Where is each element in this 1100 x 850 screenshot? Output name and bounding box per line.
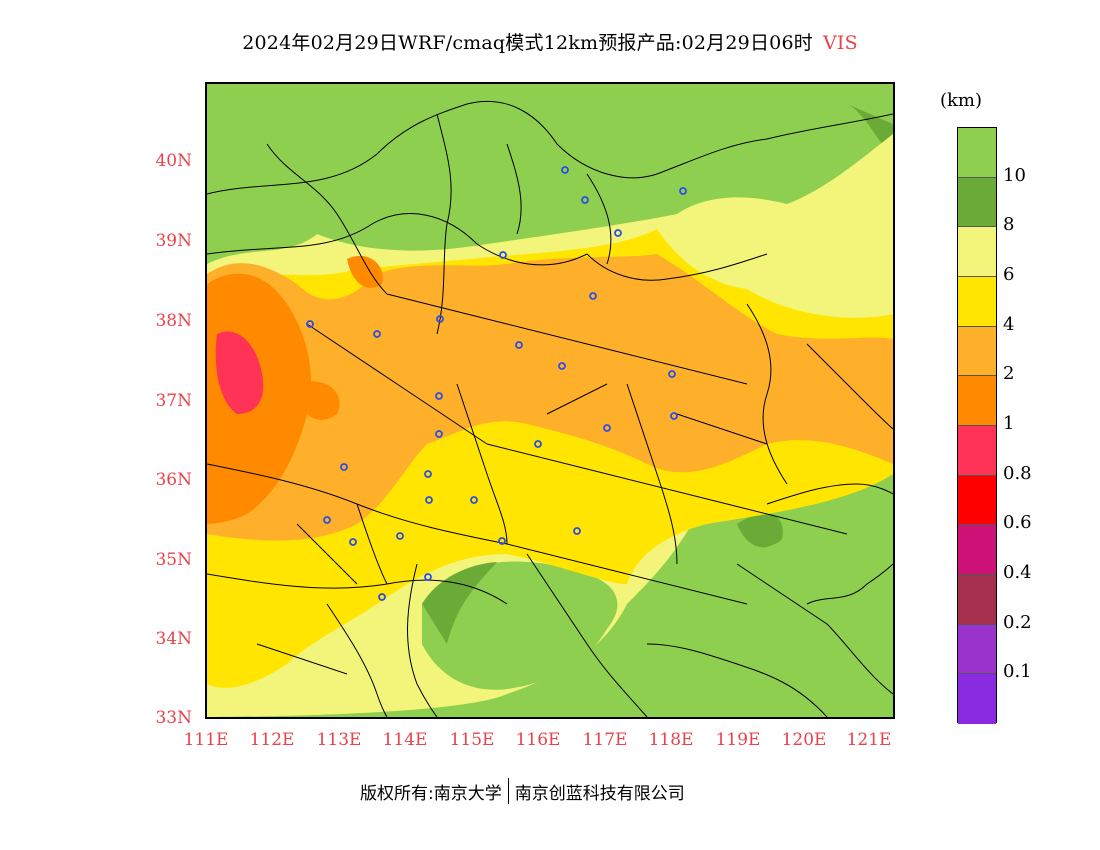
lon-label-113e: 113E: [316, 730, 362, 750]
city-marker: [670, 412, 678, 420]
city-marker: [679, 187, 687, 195]
green-south-centre: [422, 561, 618, 690]
city-marker: [515, 341, 523, 349]
city-marker: [589, 292, 597, 300]
legend-swatch: [958, 525, 996, 575]
lat-label-35n: 35N: [155, 550, 192, 570]
city-marker: [534, 440, 542, 448]
footer-separator: [507, 778, 509, 804]
lat-label-36n: 36N: [155, 470, 192, 490]
city-marker: [373, 330, 381, 338]
city-marker: [436, 315, 444, 323]
legend-swatch: [958, 276, 996, 327]
lon-label-116e: 116E: [515, 730, 561, 750]
city-marker: [435, 392, 443, 400]
dark-green-south-centre: [422, 562, 497, 644]
dark-orange-north: [347, 255, 383, 288]
lon-label-114e: 114E: [382, 730, 428, 750]
city-marker: [424, 573, 432, 581]
legend-swatch: [958, 128, 996, 178]
lon-label-119e: 119E: [715, 730, 761, 750]
lat-label-34n: 34N: [155, 629, 192, 649]
lon-label-111e: 111E: [183, 730, 229, 750]
copyright-text: 版权所有:南京大学: [360, 783, 502, 804]
legend-swatch: [958, 674, 996, 724]
company-text: 南京创蓝科技有限公司: [514, 783, 685, 804]
city-markers: [306, 166, 687, 601]
legend-level-label: 4: [1003, 313, 1015, 335]
legend-swatch: [958, 425, 996, 476]
lat-label-38n: 38N: [155, 311, 192, 331]
city-marker: [425, 496, 433, 504]
legend-level-label: 8: [1003, 214, 1015, 236]
visibility-map: [207, 84, 893, 717]
legend-swatch: [958, 376, 996, 426]
lat-label-37n: 37N: [155, 391, 192, 411]
legend-level-label: 10: [1003, 164, 1026, 186]
city-marker: [424, 470, 432, 478]
lat-label-33n: 33N: [155, 708, 192, 728]
city-marker: [558, 362, 566, 370]
lon-label-118e: 118E: [648, 730, 694, 750]
legend-swatch: [958, 624, 996, 675]
city-marker: [498, 537, 506, 545]
lat-label-40n: 40N: [155, 151, 192, 171]
title-text: 2024年02月29日WRF/cmaq模式12km预报产品:02月29日06时: [242, 32, 813, 54]
legend-unit: (km): [940, 90, 983, 111]
legend-swatch: [958, 574, 996, 625]
lon-label-112e: 112E: [249, 730, 295, 750]
city-marker: [378, 593, 386, 601]
city-marker: [306, 320, 314, 328]
city-marker: [573, 527, 581, 535]
lon-label-117e: 117E: [582, 730, 628, 750]
city-marker: [396, 532, 404, 540]
dark-green-se: [737, 513, 783, 548]
legend-swatch: [958, 227, 996, 277]
footer: 版权所有:南京大学 南京创蓝科技有限公司: [360, 778, 685, 804]
legend-level-label: 0.4: [1003, 562, 1032, 583]
legend-level-label: 6: [1003, 264, 1015, 285]
green-southeast: [661, 524, 893, 717]
city-marker: [470, 496, 478, 504]
map-panel: [205, 82, 895, 719]
dark-orange-patch: [297, 381, 340, 420]
legend-level-label: 2: [1003, 363, 1015, 385]
lat-label-39n: 39N: [155, 231, 192, 251]
city-marker: [323, 516, 331, 524]
city-marker: [614, 229, 622, 237]
legend-level-label: 0.8: [1003, 462, 1032, 484]
variable-label: VIS: [822, 32, 858, 54]
city-marker: [349, 538, 357, 546]
legend-swatch: [958, 475, 996, 526]
low-vis-core: [215, 331, 264, 414]
city-marker: [435, 430, 443, 438]
legend-level-label: 0.1: [1003, 661, 1032, 683]
orange-zone: [207, 254, 893, 541]
city-marker: [668, 370, 676, 378]
legend-swatch: [958, 177, 996, 228]
legend-swatch: [958, 326, 996, 377]
legend-level-label: 0.6: [1003, 512, 1032, 534]
city-marker: [603, 424, 611, 432]
legend-level-label: 1: [1003, 413, 1015, 434]
lon-label-120e: 120E: [781, 730, 827, 750]
chart-title: 2024年02月29日WRF/cmaq模式12km预报产品:02月29日06时 V…: [0, 28, 1100, 55]
lon-label-115e: 115E: [449, 730, 495, 750]
city-marker: [340, 463, 348, 471]
city-marker: [561, 166, 569, 174]
legend-colorbar: [957, 127, 997, 724]
lon-label-121e: 121E: [846, 730, 892, 750]
boundary-lines: [207, 100, 893, 717]
dark-green-ne2: [847, 104, 893, 154]
city-marker: [581, 196, 589, 204]
legend-level-label: 0.2: [1003, 611, 1032, 633]
city-marker: [499, 251, 507, 259]
